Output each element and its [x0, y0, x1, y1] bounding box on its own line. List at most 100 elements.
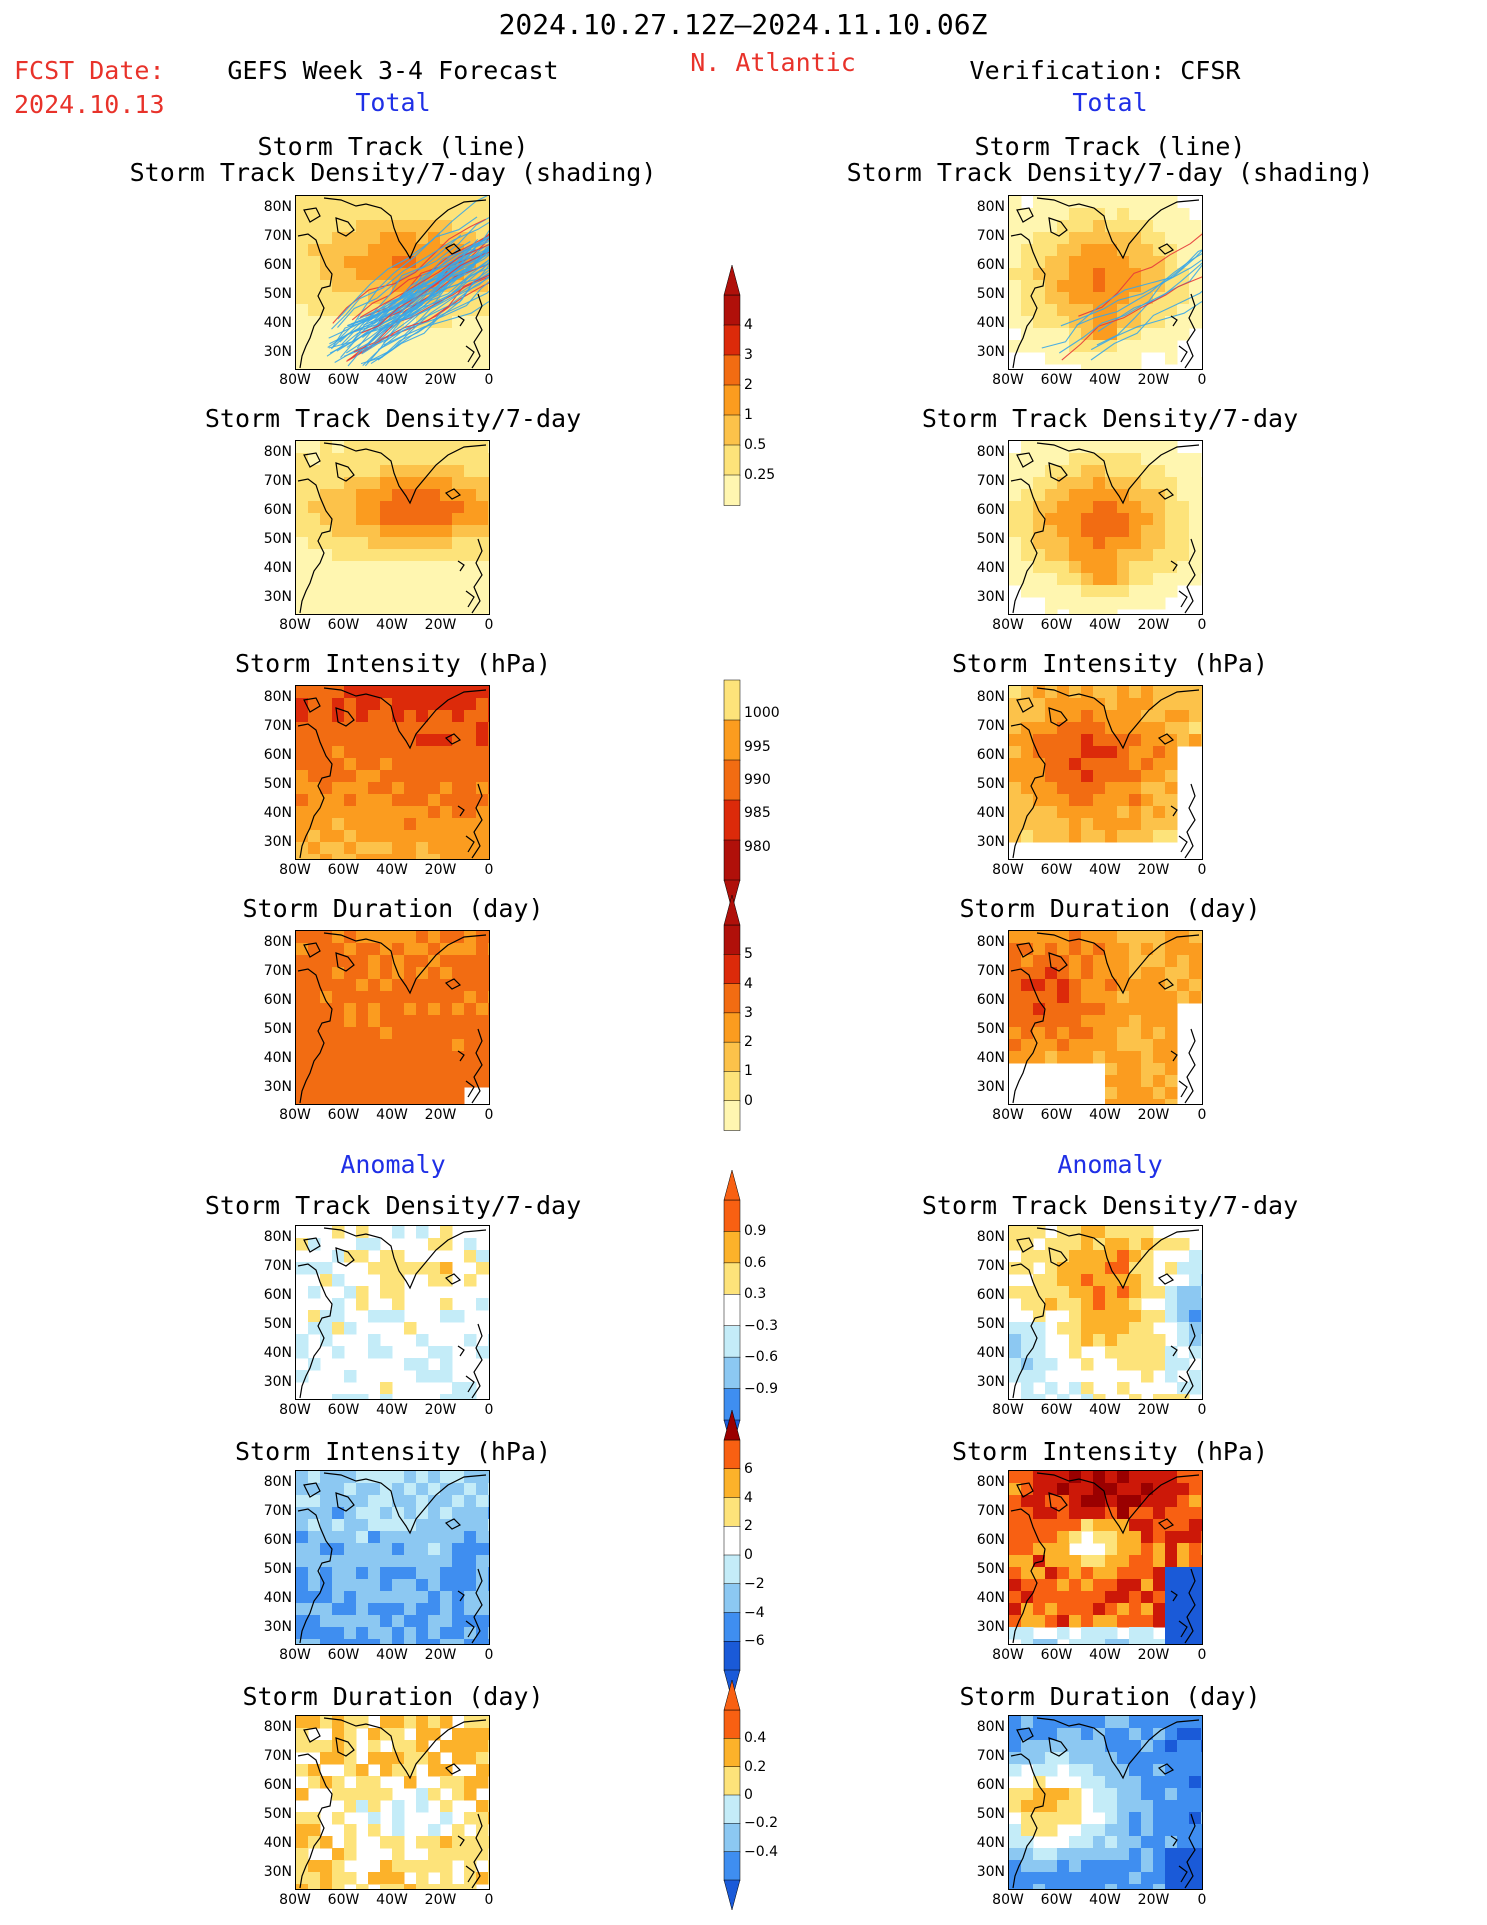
lat-tick-label: 60N — [263, 1777, 292, 1793]
title-vf-duration-anom: Storm Duration (day) — [959, 1682, 1261, 1711]
lon-tick-label: 60W — [1040, 1892, 1073, 1908]
colorbar-intensity-label: 995 — [744, 738, 771, 755]
lon-tick-label: 80W — [992, 862, 1024, 878]
colorbar-duration-anom-label: 0.4 — [744, 1730, 767, 1747]
colorbar-intensity-anom-label: −6 — [744, 1633, 765, 1650]
colorbar-density-anom-label: 0.6 — [744, 1254, 767, 1271]
forecast-anomaly-label: Anomaly — [340, 1150, 446, 1179]
title-fc-intensity-anom: Storm Intensity (hPa) — [234, 1437, 552, 1466]
lon-tick-label: 40W — [1089, 1107, 1121, 1123]
lat-tick-label: 60N — [976, 747, 1005, 763]
lat-tick-label: 80N — [263, 199, 292, 215]
lon-tick-label: 80W — [279, 1892, 311, 1908]
colorbar-density-anom — [722, 1169, 742, 1454]
lat-tick-label: 60N — [976, 992, 1005, 1008]
lat-tick-label: 40N — [976, 805, 1005, 821]
lat-tick-label: 30N — [976, 344, 1005, 360]
lat-tick-label: 70N — [263, 963, 292, 979]
lat-tick-label: 60N — [263, 1532, 292, 1548]
lat-tick-label: 30N — [263, 344, 292, 360]
lon-tick-label: 20W — [1137, 1402, 1170, 1418]
lat-tick-label: 70N — [976, 1258, 1005, 1274]
forecast-total-label: Total — [355, 88, 431, 117]
lat-tick-label: 50N — [263, 531, 292, 547]
lon-tick-label: 40W — [1089, 1647, 1121, 1663]
lon-tick-label: 40W — [376, 1647, 408, 1663]
colorbar-density-label: 0.5 — [744, 437, 767, 453]
lat-tick-label: 70N — [976, 228, 1005, 244]
lon-tick-label: 80W — [992, 1402, 1024, 1418]
lon-tick-label: 80W — [279, 372, 311, 388]
map-fc-duration-field — [296, 931, 489, 1104]
lat-tick-label: 50N — [976, 1316, 1005, 1332]
colorbar-density-label: 2 — [744, 377, 753, 393]
lat-tick-label: 60N — [976, 1287, 1005, 1303]
lat-tick-label: 70N — [976, 718, 1005, 734]
lat-tick-label: 30N — [976, 1079, 1005, 1095]
lat-tick-label: 40N — [263, 1835, 292, 1851]
lon-tick-label: 40W — [1089, 372, 1121, 388]
lon-tick-label: 60W — [327, 617, 360, 633]
map-vf-intensity — [1008, 685, 1203, 860]
title-fc-density-anom: Storm Track Density/7-day — [204, 1191, 582, 1220]
title-vf-track-line: Storm Track (line) — [974, 132, 1246, 161]
colorbar-density-anom-label: 0.9 — [744, 1223, 767, 1240]
lat-tick-label: 80N — [263, 444, 292, 460]
lon-tick-label: 40W — [376, 1107, 408, 1123]
lon-tick-label: 0 — [484, 1107, 494, 1123]
lat-tick-label: 50N — [263, 1806, 292, 1822]
lat-tick-label: 70N — [263, 1748, 292, 1764]
lat-tick-label: 70N — [976, 473, 1005, 489]
colorbar-duration-anom-label: −0.2 — [744, 1815, 778, 1832]
lat-tick-label: 40N — [976, 1835, 1005, 1851]
title-fc-density: Storm Track Density/7-day — [204, 404, 582, 433]
colorbar-duration-label: 2 — [744, 1034, 753, 1051]
lat-tick-label: 70N — [263, 1258, 292, 1274]
map-fc-duration — [295, 930, 490, 1105]
colorbar-intensity-anom-label: 6 — [744, 1460, 753, 1477]
colorbar-intensity-label: 980 — [744, 838, 771, 855]
lat-tick-label: 80N — [976, 1719, 1005, 1735]
lat-tick-label: 70N — [976, 963, 1005, 979]
lon-tick-label: 0 — [1197, 1107, 1207, 1123]
title-vf-density-anom: Storm Track Density/7-day — [921, 1191, 1299, 1220]
lat-tick-label: 70N — [263, 718, 292, 734]
map-fc-density-anom-field — [296, 1226, 489, 1399]
lat-tick-label: 60N — [263, 747, 292, 763]
lon-tick-label: 80W — [279, 862, 311, 878]
lon-tick-label: 20W — [424, 617, 457, 633]
lat-tick-label: 60N — [263, 1287, 292, 1303]
lon-tick-label: 0 — [1197, 1402, 1207, 1418]
map-vf-duration — [1008, 930, 1203, 1105]
title-vf-duration: Storm Duration (day) — [959, 894, 1261, 923]
lon-tick-label: 80W — [279, 1107, 311, 1123]
lat-tick-label: 80N — [976, 689, 1005, 705]
lat-tick-label: 80N — [263, 689, 292, 705]
lat-tick-label: 40N — [263, 805, 292, 821]
map-vf-density-field — [1009, 441, 1202, 614]
lat-tick-label: 30N — [976, 589, 1005, 605]
fcst-date-value: 2024.10.13 — [14, 90, 165, 119]
lat-tick-label: 80N — [976, 199, 1005, 215]
colorbar-density-anom-label: −0.9 — [744, 1380, 778, 1397]
lon-tick-label: 20W — [424, 372, 457, 388]
map-fc-intensity-anom — [295, 1470, 490, 1645]
lat-tick-label: 40N — [976, 1345, 1005, 1361]
colorbar-density-anom-label: −0.6 — [744, 1349, 778, 1366]
lat-tick-label: 80N — [263, 1719, 292, 1735]
map-vf-track-field — [1009, 196, 1202, 369]
lon-tick-label: 40W — [1089, 1402, 1121, 1418]
lon-tick-label: 60W — [327, 372, 360, 388]
lon-tick-label: 80W — [992, 1107, 1024, 1123]
map-fc-intensity-field — [296, 686, 489, 859]
lat-tick-label: 60N — [976, 1777, 1005, 1793]
verification-total-label: Total — [1072, 88, 1148, 117]
lon-tick-label: 20W — [1137, 1892, 1170, 1908]
colorbar-duration-label: 5 — [744, 946, 753, 963]
period-title: 2024.10.27.12Z–2024.11.10.06Z — [498, 8, 988, 41]
lon-tick-label: 60W — [327, 1647, 360, 1663]
lon-tick-label: 20W — [1137, 617, 1170, 633]
lon-tick-label: 80W — [279, 1647, 311, 1663]
lat-tick-label: 50N — [976, 531, 1005, 547]
lat-tick-label: 80N — [263, 1474, 292, 1490]
